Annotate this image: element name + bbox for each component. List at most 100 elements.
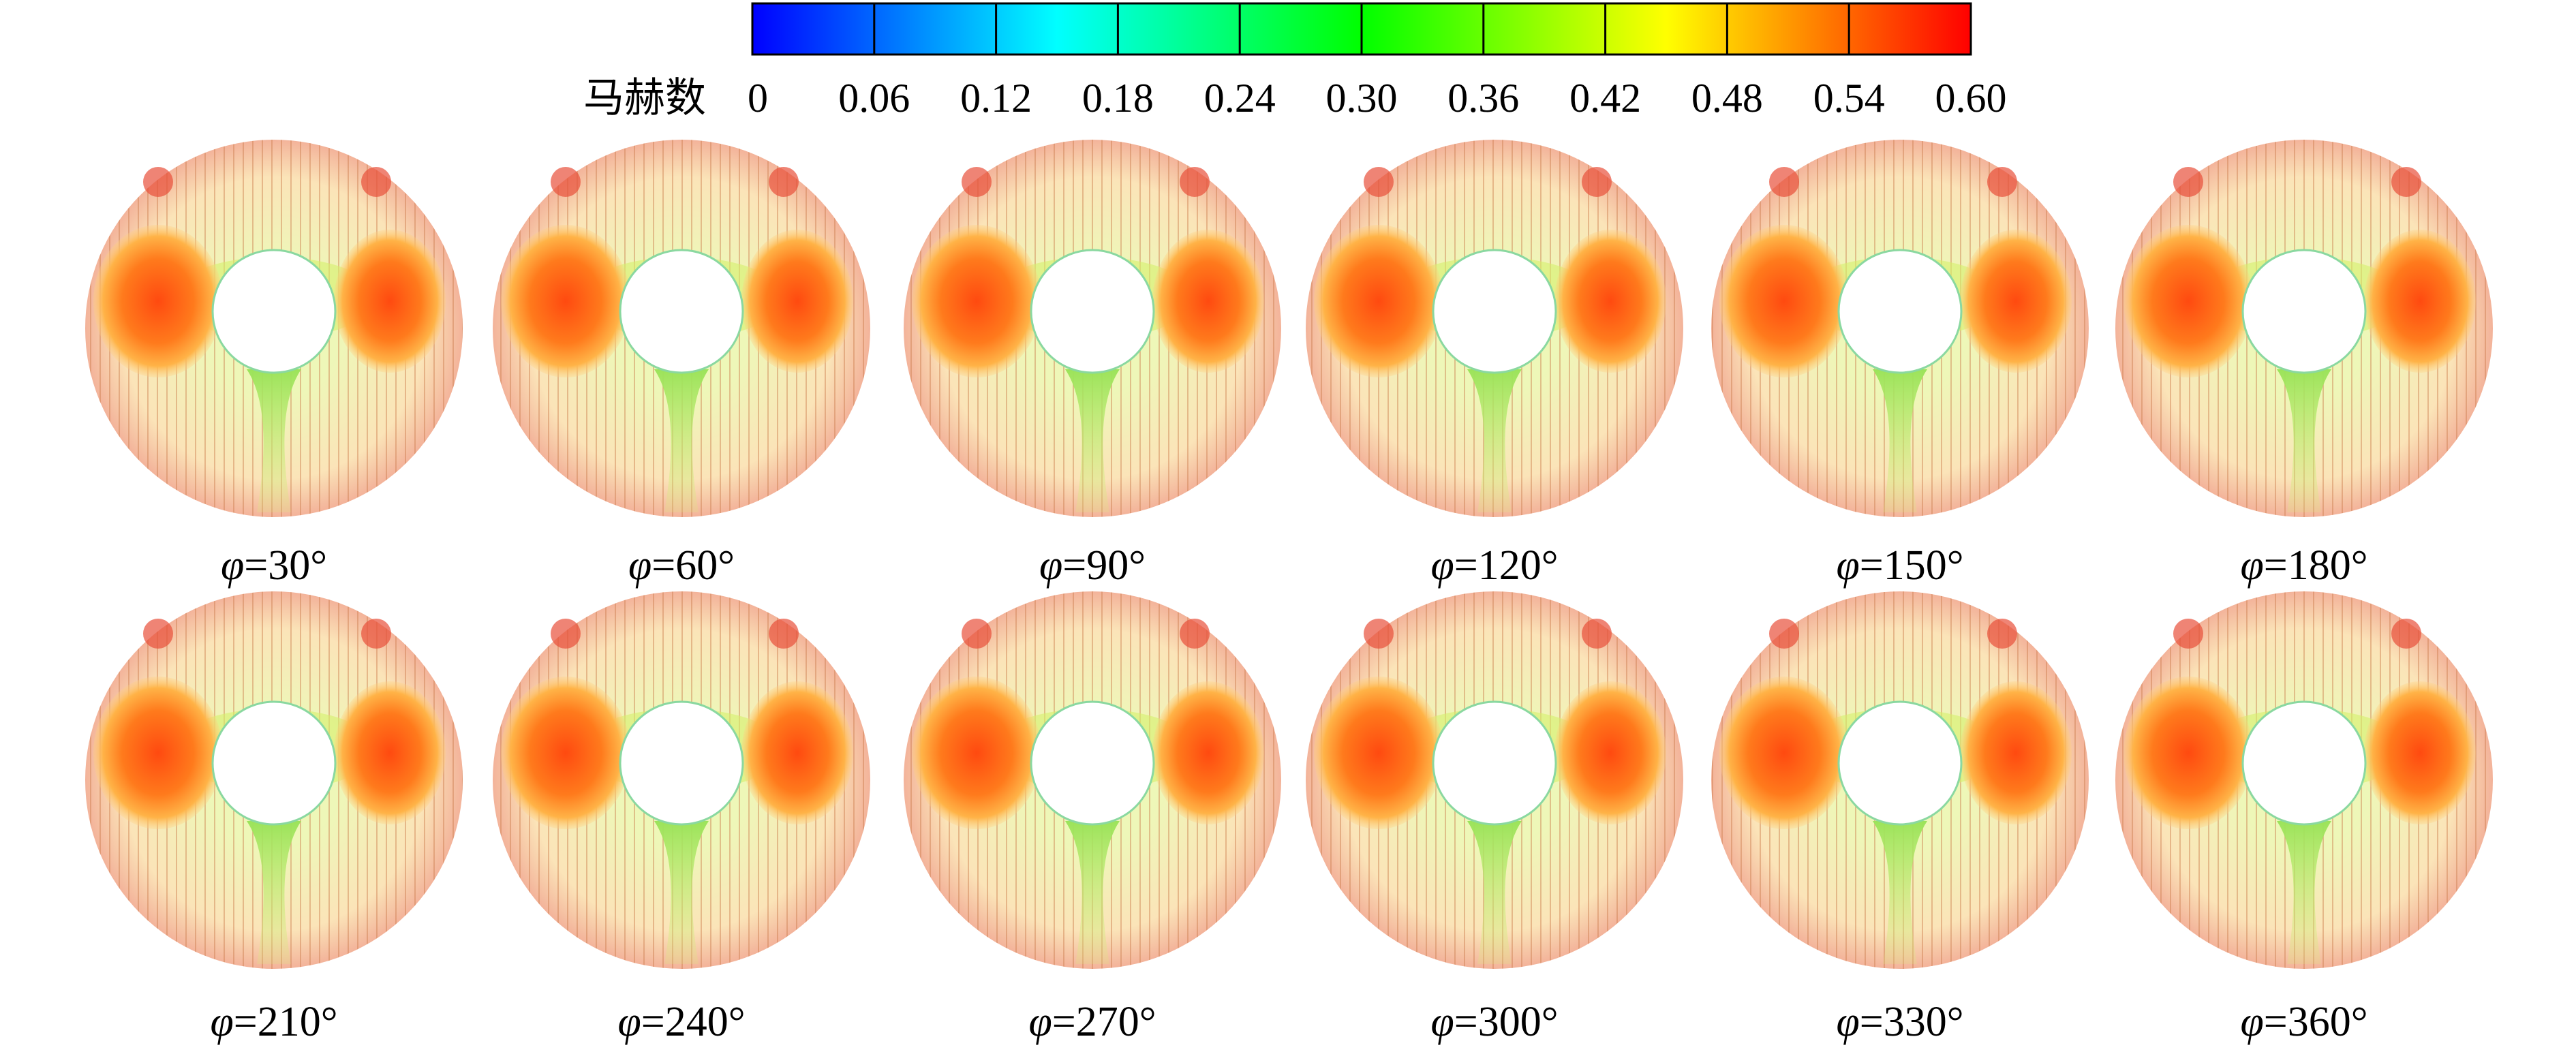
inner-hole — [211, 700, 337, 826]
small-vortex — [2173, 167, 2203, 197]
colorbar-tick-label: 0.30 — [1326, 76, 1398, 121]
small-vortex — [1987, 619, 2017, 649]
small-vortex — [1364, 619, 1394, 649]
caption-symbol: φ — [617, 999, 641, 1045]
panel-caption: φ=150° — [1836, 542, 1963, 589]
colorbar-tick-label: 0.18 — [1082, 76, 1154, 121]
caption-symbol: φ — [1039, 542, 1062, 589]
streamline-plot — [1711, 591, 2089, 969]
small-vortex — [962, 619, 992, 649]
colorbar-tick-label: 0.42 — [1569, 76, 1641, 121]
colorbar-tick-label: 0.54 — [1813, 76, 1885, 121]
caption-symbol: φ — [1430, 999, 1454, 1045]
small-vortex — [361, 619, 391, 649]
streamline-plot — [2115, 140, 2493, 517]
caption-angle: =330° — [1860, 999, 1964, 1045]
caption-angle: =270° — [1052, 999, 1156, 1045]
vortex-right — [1960, 230, 2072, 373]
caption-angle: =180° — [2264, 542, 2368, 589]
caption-angle: =30° — [244, 542, 327, 589]
panel-caption: φ=60° — [628, 542, 735, 589]
small-vortex — [551, 167, 581, 197]
caption-symbol: φ — [1836, 542, 1859, 589]
vortex-right — [741, 681, 853, 824]
small-vortex — [143, 619, 173, 649]
streamline-plot — [85, 140, 463, 517]
panel-caption: φ=330° — [1836, 999, 1963, 1045]
panel-caption: φ=120° — [1430, 542, 1558, 589]
panel-caption: φ=210° — [210, 999, 337, 1045]
green-stem — [2277, 821, 2331, 964]
vortex-left — [1719, 225, 1849, 377]
vortex-right — [2364, 230, 2476, 373]
colorbar-tick-label: 0.60 — [1935, 76, 2007, 121]
vortex-right — [1960, 681, 2072, 824]
vortex-left — [2123, 225, 2253, 377]
panel-caption: φ=30° — [221, 542, 327, 589]
green-stem — [247, 369, 301, 512]
green-stem — [1873, 821, 1927, 964]
inner-hole — [2241, 249, 2367, 374]
caption-symbol: φ — [2240, 542, 2263, 589]
inner-hole — [619, 249, 744, 374]
panel-caption: φ=180° — [2240, 542, 2367, 589]
panel-caption: φ=360° — [2240, 999, 2367, 1045]
caption-angle: =240° — [641, 999, 746, 1045]
panel-caption: φ=270° — [1028, 999, 1156, 1045]
small-vortex — [769, 167, 799, 197]
caption-symbol: φ — [1836, 999, 1859, 1045]
caption-angle: =210° — [234, 999, 338, 1045]
panel-caption: φ=240° — [617, 999, 745, 1045]
small-vortex — [1987, 167, 2017, 197]
vortex-right — [1554, 681, 1666, 824]
streamline-plot — [2115, 591, 2493, 969]
small-vortex — [361, 167, 391, 197]
small-vortex — [1582, 167, 1612, 197]
caption-angle: =120° — [1454, 542, 1559, 589]
green-stem — [1873, 369, 1927, 512]
colorbar-tick-label: 0.06 — [838, 76, 910, 121]
small-vortex — [1769, 619, 1799, 649]
vortex-left — [1314, 225, 1443, 377]
caption-symbol: φ — [2240, 999, 2263, 1045]
caption-angle: =90° — [1062, 542, 1146, 589]
vortex-right — [1152, 681, 1264, 824]
colorbar-tick-label: 0.12 — [960, 76, 1032, 121]
small-vortex — [551, 619, 581, 649]
inner-hole — [211, 249, 337, 374]
green-stem — [1065, 369, 1120, 512]
colorbar-tick-label: 0.24 — [1204, 76, 1276, 121]
caption-symbol: φ — [628, 542, 651, 589]
inner-hole — [2241, 700, 2367, 826]
inner-hole — [1837, 249, 1963, 374]
streamline-plot — [904, 591, 1281, 969]
inner-hole — [1432, 249, 1557, 374]
green-stem — [654, 821, 709, 964]
vortex-left — [93, 225, 223, 377]
inner-hole — [1030, 249, 1155, 374]
vortex-right — [1152, 230, 1264, 373]
small-vortex — [2173, 619, 2203, 649]
caption-angle: =150° — [1860, 542, 1964, 589]
small-vortex — [1582, 619, 1612, 649]
vortex-right — [334, 230, 446, 373]
streamline-plot — [85, 591, 463, 969]
small-vortex — [143, 167, 173, 197]
vortex-left — [1314, 677, 1443, 829]
small-vortex — [1180, 619, 1210, 649]
green-stem — [247, 821, 301, 964]
small-vortex — [962, 167, 992, 197]
panel-caption: φ=300° — [1430, 999, 1558, 1045]
vortex-right — [741, 230, 853, 373]
panel-caption: φ=90° — [1039, 542, 1146, 589]
caption-symbol: φ — [1430, 542, 1454, 589]
colorbar-tick-label: 0.48 — [1691, 76, 1763, 121]
vortex-left — [93, 677, 223, 829]
colorbar-label: 马赫数 — [583, 76, 706, 121]
inner-hole — [1432, 700, 1557, 826]
streamline-plot — [1306, 591, 1683, 969]
streamline-plot — [1306, 140, 1683, 517]
green-stem — [1467, 821, 1522, 964]
caption-symbol: φ — [221, 542, 244, 589]
